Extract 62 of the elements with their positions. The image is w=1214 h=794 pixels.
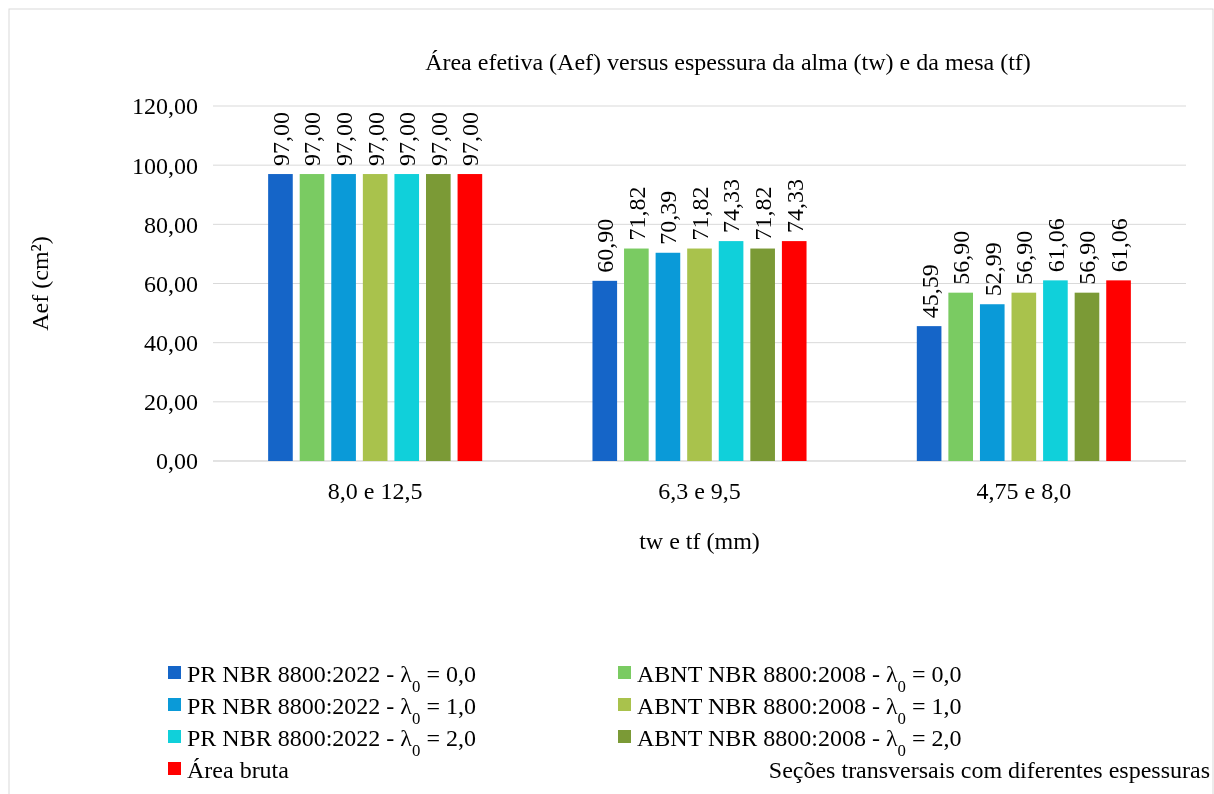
bar <box>1011 292 1037 461</box>
y-tick-label: 0,00 <box>156 448 198 475</box>
bar <box>687 248 712 461</box>
data-label: 56,90 <box>1074 230 1101 285</box>
y-tick-label: 80,00 <box>144 211 198 238</box>
data-label: 97,00 <box>362 112 389 167</box>
legend-label: PR NBR 8800:2022 - λ$_{0}$ = 1,0 <box>187 693 476 728</box>
data-label: 56,90 <box>948 230 975 285</box>
bar <box>362 174 388 461</box>
data-label: 71,82 <box>623 186 650 241</box>
bar <box>268 174 293 461</box>
data-label: 97,00 <box>330 112 357 167</box>
x-tick-label: 6,3 e 9,5 <box>658 478 741 504</box>
data-label: 52,99 <box>979 242 1006 297</box>
data-label: 70,39 <box>655 190 682 245</box>
y-tick-label: 120,00 <box>132 93 198 120</box>
x-axis-title: tw e tf (mm) <box>639 528 760 554</box>
data-label: 60,90 <box>592 218 619 273</box>
bar <box>457 174 483 461</box>
bar <box>331 174 356 461</box>
bar <box>592 280 618 461</box>
bar <box>750 248 775 461</box>
bar <box>1106 280 1131 461</box>
bar <box>1043 280 1068 461</box>
data-label: 97,00 <box>267 112 294 167</box>
legend-label: ABNT NBR 8800:2008 - λ$_{0}$ = 0,0 <box>637 661 962 696</box>
data-label: 97,00 <box>457 112 484 167</box>
bar <box>718 241 744 461</box>
bar <box>948 292 973 461</box>
bar <box>299 174 325 461</box>
data-label: 71,82 <box>686 186 713 241</box>
data-label: 97,00 <box>425 112 452 167</box>
data-label: 61,06 <box>1105 218 1132 273</box>
text: Seções transversais com diferentes espessuras <box>768 757 1210 784</box>
bar <box>1074 292 1100 461</box>
y-tick-label: 20,00 <box>144 389 198 416</box>
data-label: 97,00 <box>394 112 421 167</box>
bar <box>624 248 649 461</box>
y-tick-label: 60,00 <box>144 270 198 297</box>
legend-label: PR NBR 8800:2022 - λ$_{0}$ = 0,0 <box>187 661 476 696</box>
legend-label: Área bruta <box>187 757 290 784</box>
data-label: 71,82 <box>750 186 777 241</box>
data-label: 74,33 <box>718 179 745 234</box>
legend-label: ABNT NBR 8800:2008 - λ$_{0}$ = 1,0 <box>637 693 962 728</box>
bar <box>426 174 451 461</box>
y-tick-label: 100,00 <box>132 152 198 179</box>
x-tick-label: 4,75 e 8,0 <box>976 478 1072 504</box>
chart-title: Área efetiva (Aef) versus espessura da alma (tw) e da mesa (tf) <box>425 49 1031 75</box>
x-tick-label: 8,0 e 12,5 <box>327 478 423 504</box>
data-label: 45,59 <box>916 264 943 319</box>
legend-label: ABNT NBR 8800:2008 - λ$_{0}$ = 2,0 <box>637 725 962 760</box>
data-label: 61,06 <box>1042 218 1069 273</box>
data-label: 56,90 <box>1011 230 1038 285</box>
bar <box>655 252 681 461</box>
y-axis-title: Aef (cm²) <box>27 236 53 331</box>
bar <box>394 174 420 461</box>
y-tick-label: 40,00 <box>144 330 198 357</box>
data-label: 74,33 <box>781 179 808 234</box>
bar <box>781 241 807 461</box>
bar <box>979 304 1005 461</box>
data-label: 97,00 <box>299 112 326 167</box>
bar <box>916 326 942 461</box>
